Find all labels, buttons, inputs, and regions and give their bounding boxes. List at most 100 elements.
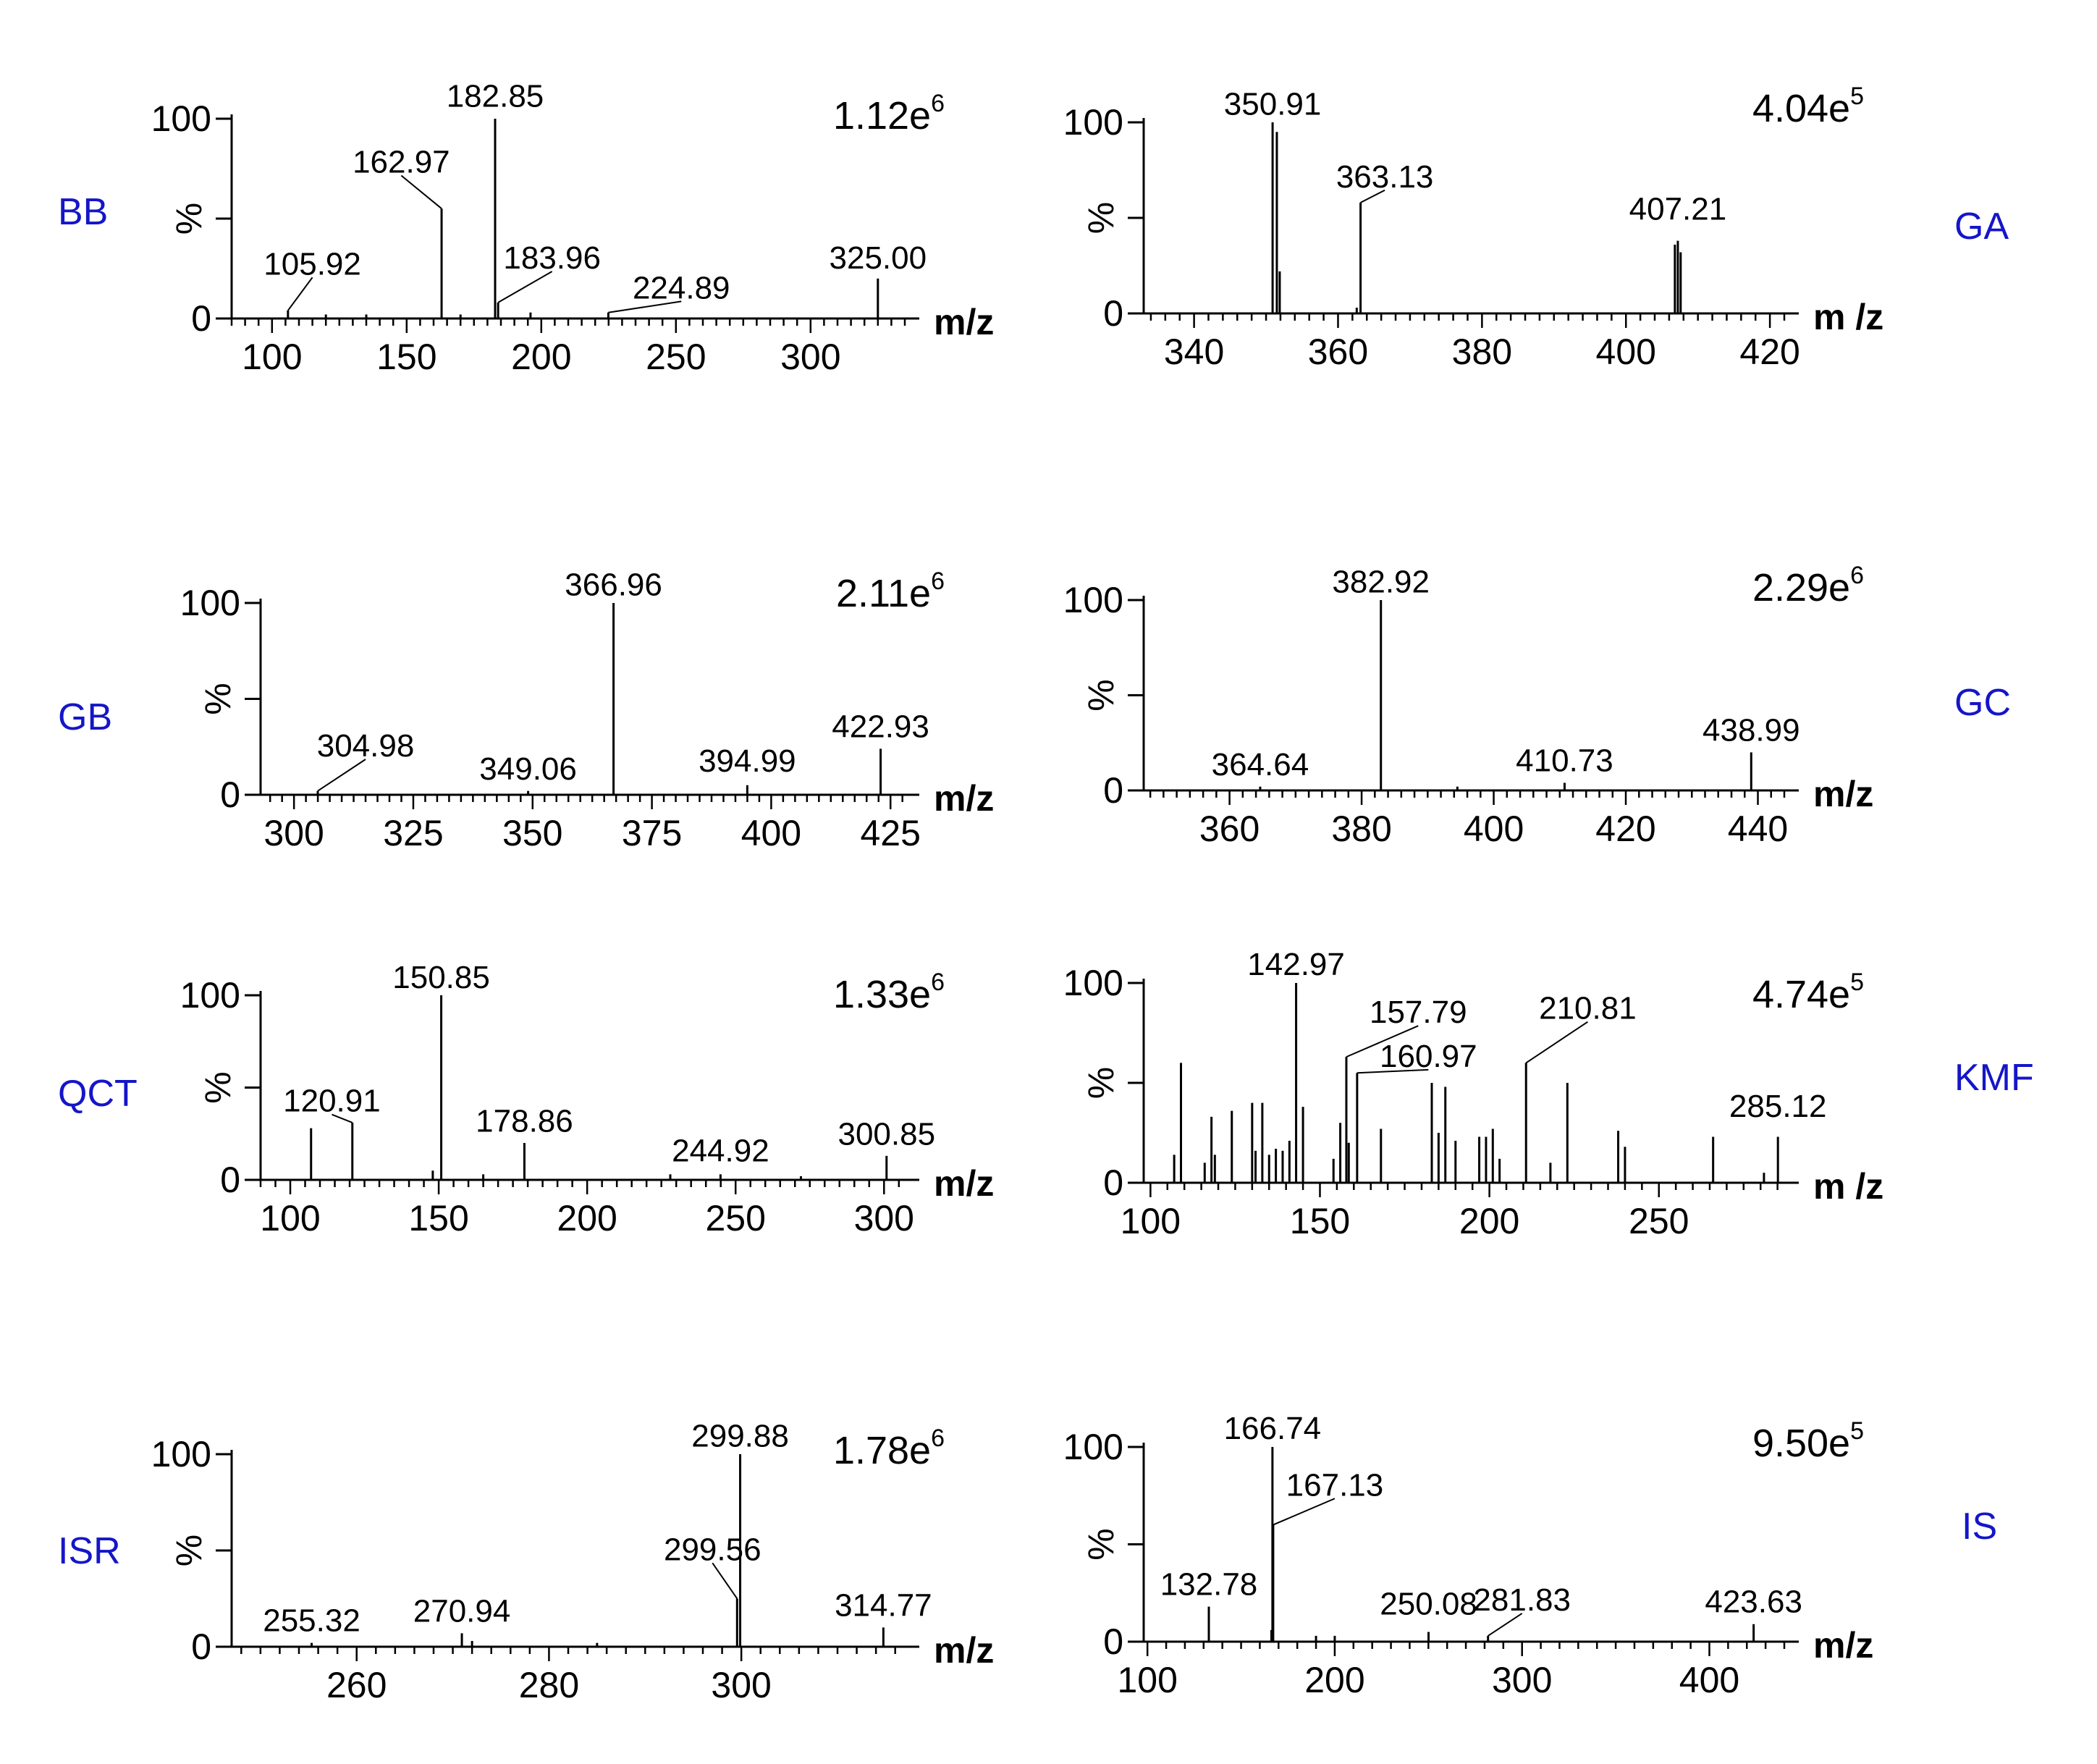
- x-tick-label: 200: [1459, 1201, 1519, 1241]
- x-tick-label: 360: [1199, 809, 1260, 849]
- intensity-exponent: 6: [931, 1425, 945, 1452]
- sample-name-label: KMF: [1954, 1057, 2034, 1099]
- sample-name-label: BB: [58, 191, 108, 233]
- y-tick-label: 0: [191, 1626, 211, 1667]
- spectrum-panel-qct: 0 100% 100 150 200 250 300 m/z 120.91 150.85 178.8…: [58, 960, 994, 1238]
- peak-label: 349.06: [479, 751, 577, 787]
- y-tick-label: 100: [151, 1434, 211, 1474]
- y-tick-label: 100: [1063, 580, 1123, 620]
- peak-label: 366.96: [565, 567, 662, 602]
- y-tick-label: 100: [180, 975, 240, 1016]
- intensity-exponent: 5: [1850, 968, 1864, 996]
- y-tick-label: 0: [220, 775, 240, 815]
- y-tick-label: 0: [1103, 770, 1123, 811]
- x-tick-label: 100: [242, 337, 302, 377]
- spectrum-panel-gc: 0 100% 360 380 400 420 440 m/z 364.64 382.92 410.7…: [1063, 562, 2011, 849]
- x-tick-label: 400: [1679, 1660, 1739, 1700]
- y-axis-label: %: [198, 1071, 238, 1103]
- x-axis-label: m/z: [934, 1630, 994, 1671]
- x-tick-label: 280: [519, 1665, 579, 1705]
- intensity-mantissa: 4.74e: [1752, 973, 1850, 1016]
- peak-label: 142.97: [1247, 947, 1345, 982]
- peak-label: 120.91: [283, 1084, 381, 1119]
- x-tick-label: 100: [1117, 1660, 1177, 1700]
- peak-label: 250.08: [1380, 1586, 1477, 1621]
- x-tick-label: 425: [861, 813, 921, 853]
- y-tick-label: 100: [151, 98, 211, 139]
- peak-leader-line: [1346, 1025, 1419, 1058]
- y-axis-label: %: [169, 203, 209, 235]
- x-tick-label: 400: [741, 813, 801, 853]
- peak-leader-line: [1488, 1613, 1523, 1637]
- intensity-mantissa: 1.78e: [833, 1429, 931, 1472]
- x-tick-label: 375: [622, 813, 682, 853]
- intensity-label: 4.74e5: [1752, 968, 1864, 1016]
- peak-leader-line: [608, 300, 682, 313]
- peak-leader-line: [712, 1562, 738, 1600]
- spectrum-panel-isr: 0 100% 260 280 300 m/z 255.32 270.94 299.56 299.8…: [58, 1418, 994, 1705]
- peak-label: 363.13: [1336, 159, 1434, 195]
- x-tick-label: 380: [1331, 809, 1391, 849]
- x-tick-label: 200: [1304, 1660, 1364, 1700]
- intensity-exponent: 5: [1850, 1417, 1864, 1445]
- peak-label: 160.97: [1380, 1039, 1477, 1074]
- x-axis-label: m/z: [1813, 1625, 1873, 1666]
- peak-label: 162.97: [353, 145, 450, 180]
- peak-leader-line: [400, 174, 442, 209]
- peak-label: 350.91: [1224, 86, 1322, 122]
- x-tick-label: 350: [502, 813, 562, 853]
- peak-label: 299.56: [664, 1532, 761, 1567]
- intensity-exponent: 6: [931, 567, 945, 595]
- x-tick-label: 420: [1595, 809, 1655, 849]
- x-tick-label: 340: [1164, 332, 1224, 372]
- x-tick-label: 380: [1452, 332, 1512, 372]
- peak-leader-line: [497, 271, 553, 303]
- peak-label: 325.00: [830, 240, 927, 276]
- x-tick-label: 440: [1728, 809, 1788, 849]
- x-tick-label: 300: [711, 1665, 771, 1705]
- intensity-label: 2.29e6: [1752, 562, 1864, 609]
- x-tick-label: 250: [646, 337, 706, 377]
- intensity-mantissa: 2.11e: [836, 572, 931, 615]
- peak-label: 183.96: [503, 240, 601, 276]
- spectrum-panel-gb: 0 100% 300 325 350 375 400 425 m/z 304.98 349.06 36…: [58, 567, 994, 853]
- x-axis-label: m/z: [934, 302, 994, 342]
- x-tick-label: 200: [511, 337, 571, 377]
- intensity-mantissa: 1.33e: [833, 973, 931, 1016]
- x-axis-label: m /z: [1813, 297, 1883, 337]
- peak-leader-line: [1525, 1021, 1588, 1064]
- peak-label: 255.32: [263, 1603, 360, 1639]
- intensity-exponent: 6: [931, 968, 945, 996]
- intensity-mantissa: 4.04e: [1752, 87, 1850, 130]
- peak-label: 438.99: [1703, 713, 1800, 748]
- peak-leader-line: [1273, 1498, 1336, 1526]
- peak-label: 167.13: [1286, 1467, 1384, 1503]
- x-tick-label: 200: [557, 1198, 617, 1238]
- peak-label: 394.99: [699, 743, 796, 779]
- x-tick-label: 360: [1308, 332, 1368, 372]
- x-tick-label: 325: [383, 813, 443, 853]
- peak-label: 382.92: [1332, 564, 1430, 599]
- x-axis-label: m/z: [934, 778, 994, 819]
- intensity-label: 4.04e5: [1752, 83, 1864, 130]
- sample-name-label: IS: [1962, 1506, 1997, 1548]
- intensity-label: 1.12e6: [833, 90, 945, 138]
- intensity-mantissa: 1.12e: [833, 94, 931, 138]
- peak-label: 270.94: [413, 1593, 511, 1629]
- sample-name-label: GB: [58, 696, 112, 738]
- peak-leader-line: [332, 1113, 353, 1123]
- x-tick-label: 250: [1629, 1201, 1689, 1241]
- y-tick-label: 100: [1063, 102, 1123, 143]
- y-axis-label: %: [169, 1535, 209, 1566]
- peak-label: 410.73: [1516, 743, 1613, 779]
- peak-label: 423.63: [1705, 1584, 1802, 1620]
- y-tick-label: 0: [1103, 1621, 1123, 1662]
- peak-label: 304.98: [317, 728, 415, 764]
- intensity-exponent: 6: [1850, 562, 1864, 589]
- peak-label: 314.77: [835, 1587, 932, 1623]
- peak-label: 157.79: [1370, 995, 1467, 1030]
- x-tick-label: 150: [376, 337, 436, 377]
